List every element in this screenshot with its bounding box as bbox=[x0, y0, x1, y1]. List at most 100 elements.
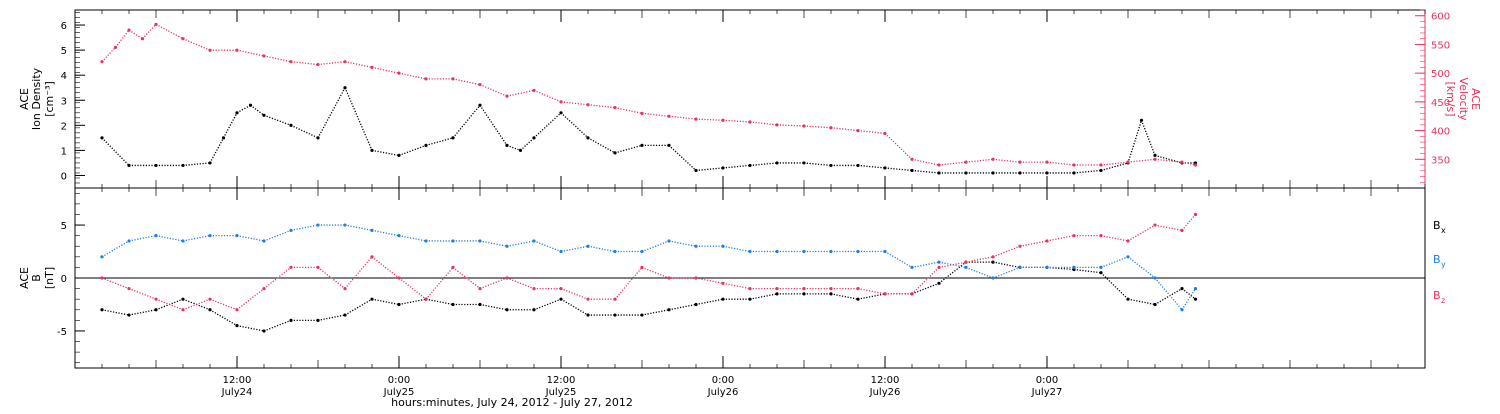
velocity-tick-label: 450 bbox=[1431, 98, 1450, 109]
trace-segment bbox=[128, 235, 157, 242]
trace-segment bbox=[398, 144, 427, 157]
trace-segment bbox=[911, 169, 940, 174]
time-tick-label: 12:00 bbox=[547, 375, 576, 386]
trace-segment bbox=[155, 23, 184, 40]
trace-segment bbox=[695, 298, 724, 306]
trace-segment bbox=[344, 298, 373, 316]
trace-segment bbox=[911, 158, 940, 166]
x-axis-label: hours:minutes, July 24, 2012 - July 27, … bbox=[391, 396, 633, 409]
trace-segment bbox=[803, 125, 832, 129]
data-point bbox=[802, 161, 806, 165]
trace-segment bbox=[1019, 240, 1048, 247]
time-tick-label: 0:00 bbox=[388, 375, 410, 386]
trace-segment bbox=[1100, 161, 1129, 166]
trace-segment bbox=[1127, 256, 1156, 279]
trace-segment bbox=[506, 277, 535, 290]
trace-segment bbox=[479, 277, 508, 290]
legend-bx-sub: x bbox=[1441, 226, 1446, 235]
trace-segment bbox=[560, 101, 589, 106]
trace-segment bbox=[101, 137, 130, 166]
trace-segment bbox=[911, 261, 940, 269]
trace-segment bbox=[668, 303, 697, 311]
trace-segment bbox=[128, 309, 157, 316]
data-point bbox=[100, 60, 104, 64]
trace-segment bbox=[695, 277, 724, 284]
trace-segment bbox=[965, 256, 994, 263]
trace-segment bbox=[236, 288, 265, 311]
trace-segment bbox=[290, 124, 319, 139]
trace-segment bbox=[398, 235, 427, 242]
velocity-axis: 350 400 450 500 550 600 bbox=[1415, 9, 1450, 189]
data-point bbox=[1193, 297, 1198, 301]
density-tick-label: 2 bbox=[61, 121, 67, 132]
legend-bz-main: B bbox=[1433, 289, 1441, 302]
data-point bbox=[910, 168, 914, 173]
series-bz bbox=[100, 212, 1198, 312]
date-tick-label: July24 bbox=[221, 387, 253, 398]
trace-segment bbox=[1154, 288, 1183, 306]
time-tick-label: 0:00 bbox=[1036, 375, 1058, 386]
trace-segment bbox=[722, 119, 751, 123]
legend-by-main: B bbox=[1433, 253, 1441, 266]
trace-segment bbox=[695, 118, 724, 121]
velocity-tick-label: 400 bbox=[1431, 127, 1450, 138]
trace-segment bbox=[614, 266, 643, 300]
trace-segment bbox=[182, 38, 211, 51]
trace-segment bbox=[857, 164, 886, 169]
trace-segment bbox=[1181, 288, 1197, 311]
trace-segment bbox=[1127, 158, 1156, 163]
magnetic-series bbox=[100, 212, 1198, 333]
date-tick-label: July27 bbox=[1031, 387, 1063, 398]
trace-segment bbox=[520, 137, 535, 151]
trace-segment bbox=[250, 104, 265, 116]
legend-bz-sub: z bbox=[1441, 296, 1445, 305]
trace-segment bbox=[506, 144, 521, 152]
data-point bbox=[1193, 212, 1198, 217]
trace-segment bbox=[992, 245, 1021, 258]
trace-segment bbox=[749, 162, 778, 167]
density-ylabel-line2: Ion Density bbox=[30, 67, 43, 130]
density-tick-label: 4 bbox=[61, 71, 67, 82]
trace-segment bbox=[533, 298, 562, 311]
trace-segment bbox=[965, 266, 994, 279]
trace-segment bbox=[830, 127, 859, 132]
trace-segment bbox=[1181, 214, 1196, 231]
data-point bbox=[991, 157, 995, 161]
trace-segment bbox=[938, 261, 967, 269]
b-ylabel-line1: ACE bbox=[18, 267, 31, 289]
trace-segment bbox=[884, 250, 913, 268]
trace-segment bbox=[641, 309, 670, 316]
time-tick-label: 0:00 bbox=[712, 375, 734, 386]
trace-segment bbox=[209, 298, 238, 311]
trace-segment bbox=[209, 137, 225, 164]
trace-segment bbox=[1073, 268, 1102, 274]
density-tick-label: 5 bbox=[61, 46, 67, 57]
trace-segment bbox=[452, 78, 481, 86]
trace-segment bbox=[1046, 266, 1075, 271]
date-tick-label: July26 bbox=[869, 387, 901, 398]
trace-segment bbox=[452, 266, 481, 290]
velocity-tick-label: 350 bbox=[1431, 155, 1450, 166]
trace-segment bbox=[695, 167, 724, 172]
trace-segment bbox=[317, 266, 346, 290]
b-tick-label: 0 bbox=[61, 274, 67, 285]
trace-segment bbox=[128, 287, 157, 300]
trace-segment bbox=[587, 245, 616, 253]
time-axis: 12:00July240:00July2512:00July250:00July… bbox=[74, 10, 1426, 398]
data-point bbox=[1153, 157, 1157, 161]
trace-segment bbox=[884, 167, 913, 172]
trace-segment bbox=[317, 314, 346, 321]
trace-segment bbox=[641, 112, 670, 117]
trace-segment bbox=[749, 121, 778, 126]
legend-bz: B z bbox=[1433, 289, 1445, 305]
trace-segment bbox=[101, 277, 130, 290]
trace-segment bbox=[587, 104, 616, 109]
trace-segment bbox=[533, 112, 562, 139]
trace-segment bbox=[101, 240, 130, 258]
b-ylabel-line3: [nT] bbox=[43, 267, 56, 289]
data-point bbox=[1193, 163, 1198, 167]
trace-segment bbox=[1100, 272, 1129, 300]
trace-segment bbox=[317, 61, 346, 66]
